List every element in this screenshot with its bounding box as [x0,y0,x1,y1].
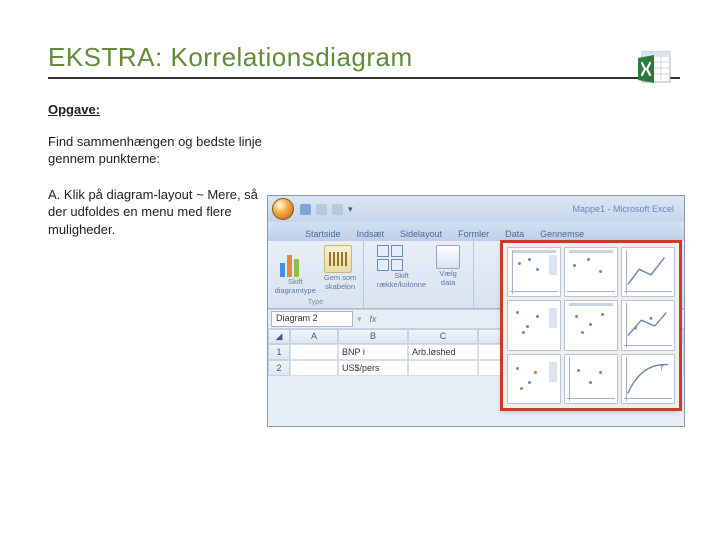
tab-indsaet[interactable]: Indsæt [350,227,392,241]
layout-option-9[interactable]: f [621,354,675,404]
title-bar: ▾ Mappe1 - Microsoft Excel [268,196,684,222]
excel-screenshot: ▾ Mappe1 - Microsoft Excel Startside Ind… [267,195,685,427]
undo-icon[interactable] [316,204,327,215]
cell-a2[interactable] [290,360,338,376]
tab-sidelayout[interactable]: Sidelayout [393,227,449,241]
group-type-caption: Type [308,299,323,306]
col-header-b[interactable]: B [338,329,408,344]
layout-option-1[interactable] [507,247,561,297]
cell-c1[interactable]: Arb.løshed [408,344,478,360]
rowcol-label: række/kolonne [377,280,426,289]
office-button[interactable] [272,198,294,220]
cell-b2[interactable]: US$/pers [338,360,408,376]
quick-access-toolbar: ▾ [300,204,353,215]
save-icon[interactable] [300,204,311,215]
data-label: data [436,278,460,287]
layout-option-5[interactable] [564,300,618,350]
namebox-dropdown-icon[interactable]: ▾ [357,314,362,325]
qat-dropdown-icon[interactable]: ▾ [348,204,353,215]
layout-option-2[interactable] [564,247,618,297]
row-header-2[interactable]: 2 [268,360,290,376]
ribbon-group-data: Skift række/kolonne Vælg data [364,241,474,308]
name-box[interactable]: Diagram 2 [271,311,353,327]
content-text: Opgave: Find sammenhængen og bedste linj… [48,101,268,238]
tab-formler[interactable]: Formler [451,227,496,241]
select-all-corner[interactable]: ◢ [268,329,290,344]
select-data-icon[interactable] [436,245,460,269]
fx-icon[interactable]: fx [370,314,377,324]
skift-label-2: Skift [377,271,426,280]
layout-option-7[interactable] [507,354,561,404]
task-intro: Find sammenhængen og bedste linje gennem… [48,133,268,168]
tab-startside[interactable]: Startside [298,227,348,241]
cell-b1[interactable]: BNP i [338,344,408,360]
vaelg-label: Vælg [436,269,460,278]
layout-option-6[interactable] [621,300,675,350]
tab-data[interactable]: Data [498,227,531,241]
ribbon-group-type: Skift diagramtype Gem som skabelon Type [268,241,364,308]
layout-option-8[interactable] [564,354,618,404]
skabelon-label: skabelon [324,282,357,291]
chart-type-icon[interactable] [275,247,305,277]
ribbon-tabs: Startside Indsæt Sidelayout Formler Data… [268,222,684,241]
chart-layout-gallery: f [502,242,680,409]
tab-gennemse[interactable]: Gennemse [533,227,591,241]
slide-title: EKSTRA: Korrelationsdiagram [48,42,680,79]
redo-icon[interactable] [332,204,343,215]
save-template-icon[interactable] [324,245,352,273]
col-header-a[interactable]: A [290,329,338,344]
task-step-a: A. Klik på diagram-layout ~ Mere, så der… [48,186,268,239]
diagramtype-label: diagramtype [275,286,316,295]
window-title: Mappe1 - Microsoft Excel [572,204,674,214]
skift-label: Skift [275,277,316,286]
layout-option-4[interactable] [507,300,561,350]
col-header-c[interactable]: C [408,329,478,344]
cell-a1[interactable] [290,344,338,360]
gem-som-label: Gem som [324,273,357,282]
switch-row-col-icon[interactable] [377,245,403,271]
cell-c2[interactable] [408,360,478,376]
excel-logo-icon [636,48,676,86]
ribbon: Skift diagramtype Gem som skabelon Type [268,241,684,309]
layout-option-3[interactable] [621,247,675,297]
row-header-1[interactable]: 1 [268,344,290,360]
task-heading: Opgave: [48,101,268,119]
